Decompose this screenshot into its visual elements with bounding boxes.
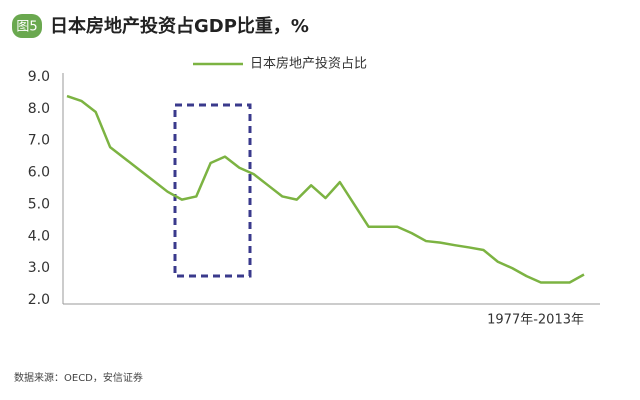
y-tick-label: 5.0 [28, 196, 50, 212]
legend-label: 日本房地产投资占比 [250, 56, 367, 72]
chart-title: 日本房地产投资占GDP比重，% [50, 15, 309, 37]
y-tick-label: 6.0 [28, 165, 50, 181]
y-tick-label: 3.0 [28, 260, 50, 276]
y-tick-label: 8.0 [28, 101, 50, 117]
badge-bg [12, 14, 42, 38]
x-axis-label: 1977年-2013年 [487, 313, 584, 328]
source: 数据来源：OECD，安信证券 [14, 371, 143, 384]
badge: 图5 [16, 20, 37, 35]
highlight-box [173, 103, 252, 278]
y-tick-label: 4.0 [28, 228, 50, 244]
line [66, 94, 585, 284]
y-tick-label: 7.0 [28, 133, 50, 149]
y-tick-label: 9.0 [28, 69, 50, 85]
y-tick-label: 2.0 [28, 292, 50, 308]
